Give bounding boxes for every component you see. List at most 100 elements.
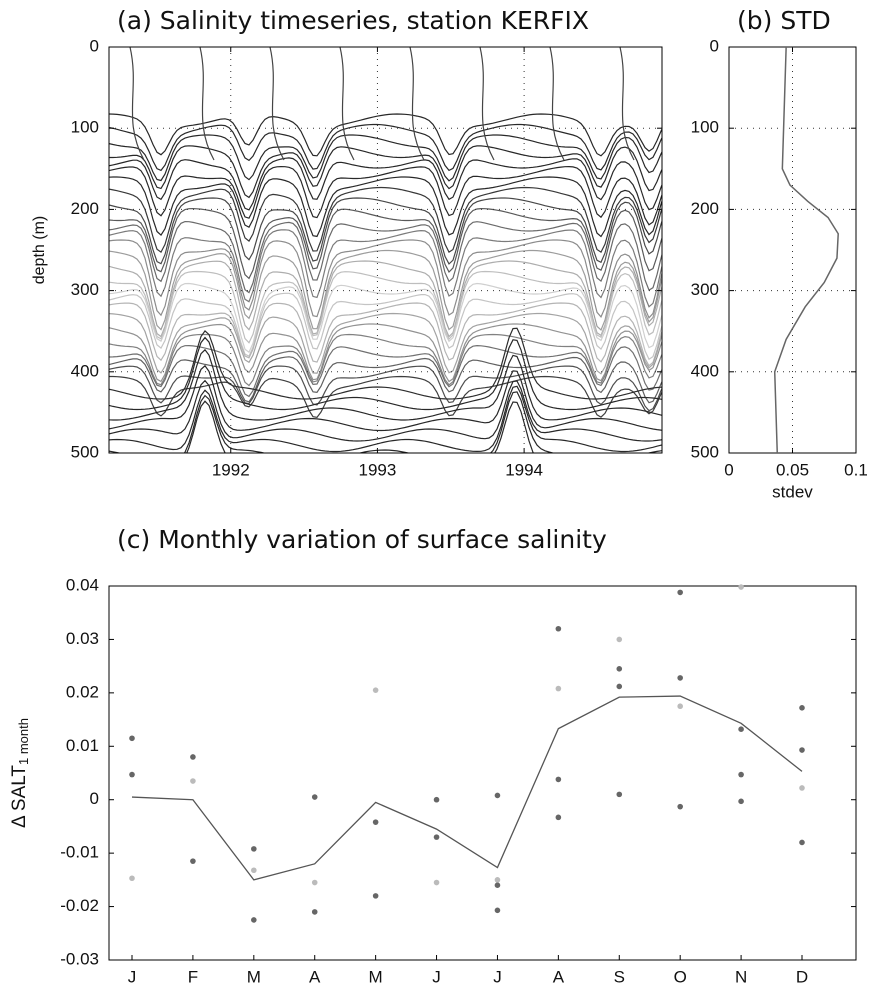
contour-line — [109, 197, 662, 265]
x-axis-label: stdev — [772, 482, 813, 501]
contour-line — [109, 327, 662, 400]
data-point — [738, 798, 744, 805]
data-point — [494, 882, 501, 888]
mean-line — [131, 695, 803, 881]
data-point — [616, 683, 623, 690]
contour-line — [109, 333, 662, 387]
x-tick-label: 0.05 — [776, 460, 809, 479]
data-point — [677, 675, 683, 681]
contour-line — [109, 134, 662, 182]
contour-line — [109, 375, 662, 418]
data-point — [799, 747, 805, 753]
x-tick-label: N — [735, 967, 747, 986]
data-point — [738, 584, 744, 590]
contour-line — [109, 391, 662, 453]
contour-line — [109, 113, 662, 157]
data-point — [555, 625, 562, 632]
contour-line — [109, 348, 662, 421]
data-point — [311, 794, 318, 800]
data-point — [190, 778, 196, 784]
y-tick-label: 400 — [71, 361, 99, 380]
data-point — [677, 803, 683, 810]
x-tick-label: M — [247, 967, 261, 986]
contour-line — [109, 282, 662, 354]
contour-line — [339, 47, 355, 161]
data-point — [799, 839, 805, 846]
data-point — [433, 879, 440, 886]
y-tick-label: -0.02 — [60, 896, 99, 915]
y-tick-label: 0 — [90, 789, 99, 808]
data-point — [311, 909, 318, 915]
y-tick-label: 0 — [90, 36, 99, 55]
data-point — [372, 687, 379, 693]
y-tick-label: 500 — [71, 442, 99, 461]
y-tick-label: 500 — [691, 442, 719, 461]
y-label-main: Δ SALT — [9, 765, 30, 828]
contour-line — [129, 47, 145, 161]
data-point — [251, 867, 257, 874]
x-tick-label: 1993 — [359, 460, 397, 479]
y-tick-label: 300 — [691, 280, 719, 299]
contour-line — [109, 207, 662, 280]
contour-line — [109, 260, 662, 338]
contour-line — [109, 323, 662, 383]
contour-line — [109, 123, 662, 172]
contour-line — [619, 47, 635, 161]
y-axis-label: depth (m) — [31, 216, 48, 284]
contour-line — [109, 336, 662, 411]
contour-line — [109, 312, 662, 375]
y-tick-label: 200 — [71, 199, 99, 218]
data-point — [129, 875, 135, 882]
y-tick-label: 100 — [691, 118, 719, 137]
contour-field — [109, 47, 662, 453]
data-point — [677, 589, 683, 596]
chart-title: (a) Salinity timeseries, station KERFIX — [117, 6, 589, 35]
x-tick-label: A — [309, 967, 321, 986]
x-tick-label: S — [614, 967, 625, 986]
contour-line — [479, 47, 495, 161]
data-point — [190, 754, 196, 760]
contour-line — [109, 270, 662, 344]
contour-line — [109, 145, 662, 199]
chart-title: (c) Monthly variation of surface salinit… — [117, 525, 607, 554]
y-tick-label: -0.01 — [60, 843, 99, 862]
data-point — [311, 879, 318, 886]
data-point — [129, 735, 135, 742]
data-point — [251, 846, 257, 852]
x-tick-label: 0 — [724, 460, 733, 479]
x-tick-label: M — [369, 967, 383, 986]
data-point — [251, 917, 257, 923]
contour-line — [269, 47, 285, 161]
contour-line — [109, 186, 662, 253]
data-point — [555, 685, 562, 692]
plot-frame — [108, 46, 663, 454]
x-tick-label: D — [796, 967, 808, 986]
data-point — [129, 771, 135, 778]
data-point — [616, 636, 623, 643]
x-tick-label: A — [553, 967, 565, 986]
x-tick-label: O — [674, 967, 687, 986]
y-tick-label: 300 — [71, 280, 99, 299]
x-tick-label: 1992 — [212, 460, 250, 479]
data-point — [494, 907, 501, 914]
data-point — [677, 703, 683, 710]
contour-line — [109, 385, 662, 453]
contour-line — [109, 379, 662, 442]
data-point — [555, 814, 562, 821]
plot-frame — [728, 46, 857, 454]
y-tick-label: 0.02 — [66, 682, 99, 701]
y-tick-label: 0.04 — [66, 575, 99, 594]
y-tick-label: 200 — [691, 199, 719, 218]
contour-line — [186, 400, 534, 453]
data-point — [616, 666, 623, 672]
contour-line — [109, 229, 662, 308]
contour-line — [199, 47, 215, 161]
contour-line — [109, 239, 662, 319]
y-tick-label: -0.03 — [60, 949, 99, 968]
contour-line — [109, 292, 662, 361]
y-tick-label: 0.01 — [66, 736, 99, 755]
data-point — [738, 726, 744, 732]
y-tick-label: 100 — [71, 118, 99, 137]
contour-line — [109, 249, 662, 332]
y-tick-label: 0.03 — [66, 629, 99, 648]
